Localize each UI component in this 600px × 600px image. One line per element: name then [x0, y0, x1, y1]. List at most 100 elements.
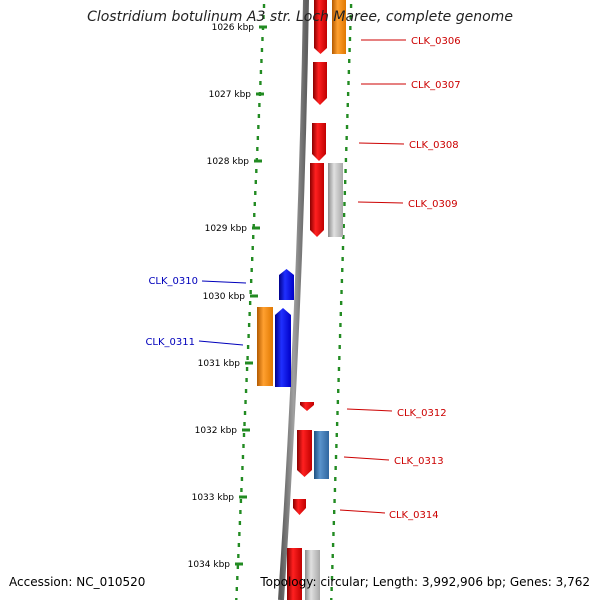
inner-guide-dot	[236, 565, 240, 569]
inner-guide-dot	[248, 301, 252, 305]
outer-guide-dot	[335, 444, 338, 448]
outer-guide-dot	[331, 554, 334, 558]
gene-label-leader	[346, 408, 393, 412]
track-guides	[235, 4, 353, 600]
inner-guide-dot	[242, 444, 245, 448]
outer-guide-dot	[331, 543, 335, 547]
inner-guide-dot	[257, 125, 260, 129]
inner-guide-dot	[240, 477, 244, 481]
inner-guide-dot	[248, 312, 251, 316]
gene-labels: CLK_0306 CLK_0307 CLK_0308 CLK_0309 CLK_0310…	[145, 36, 460, 521]
inner-guide-dot	[243, 411, 247, 415]
outer-guide-dot	[335, 422, 339, 426]
inner-guide-dot	[254, 191, 257, 195]
outer-guide-dot	[343, 202, 346, 206]
gene-feature-0311-neighbor	[257, 307, 273, 386]
outer-guide-dot	[344, 169, 347, 173]
inner-guide-dot	[251, 246, 254, 250]
inner-guide-dot	[245, 378, 248, 382]
inner-guide-dot	[252, 235, 255, 239]
ruler-label: 1026 kbp	[212, 23, 255, 33]
outer-guide-dot	[334, 455, 338, 459]
gene-label: CLK_0309	[408, 199, 458, 210]
ruler-tick	[242, 428, 250, 432]
outer-guide-dot	[332, 521, 336, 525]
gene-label-leader	[357, 201, 404, 204]
inner-guide-dot	[254, 180, 257, 184]
inner-guide-dot	[236, 576, 239, 580]
outer-guide-dot	[333, 488, 337, 492]
outer-guide-dot	[345, 136, 348, 140]
ruler-tick	[254, 159, 262, 163]
inner-guide-dot	[256, 147, 259, 151]
inner-guide-dot	[238, 521, 242, 525]
outer-guide-dot	[348, 48, 351, 52]
inner-guide-dot	[258, 103, 261, 107]
outer-guide-dot	[330, 576, 334, 580]
inner-guide-dot	[262, 15, 265, 19]
outer-guide-dot	[330, 587, 333, 591]
gene-label: CLK_0310	[148, 276, 198, 287]
outer-guide-dot	[339, 312, 342, 316]
outer-guide-dot	[338, 334, 342, 338]
outer-guide-dot	[337, 367, 341, 371]
ruler-tick	[235, 562, 243, 566]
inner-guide-dot	[259, 70, 263, 74]
inner-guide-dot	[250, 268, 253, 272]
inner-guide-dot	[246, 356, 249, 360]
gene-feature-0312	[300, 402, 314, 411]
ruler-tick	[256, 92, 264, 96]
inner-guide-dot	[235, 587, 239, 591]
outer-guide-dot	[343, 191, 347, 195]
gene-feature-0306	[314, 0, 327, 54]
gene-label-leader	[358, 142, 405, 145]
outer-guide-dot	[335, 433, 338, 437]
outer-guide-dot	[341, 257, 344, 261]
gene-feature-0314	[293, 499, 306, 515]
gene-feature-0309	[310, 163, 324, 237]
outer-guide-dot	[342, 213, 346, 217]
inner-guide-dot	[256, 136, 260, 140]
gene-feature-0315-neighbor	[305, 550, 320, 600]
outer-guide-dot	[346, 103, 349, 107]
outer-guide-dot	[344, 180, 347, 184]
outer-guide-dot	[340, 290, 343, 294]
inner-guide-dot	[247, 334, 250, 338]
inner-guide-dot	[262, 4, 266, 8]
gene-label: CLK_0311	[145, 337, 195, 348]
inner-guide-dot	[238, 532, 241, 536]
outer-guide-dot	[347, 81, 350, 85]
outer-guide-dot	[346, 92, 350, 96]
outer-guide-dot	[347, 70, 351, 74]
ruler-tick	[252, 226, 260, 230]
outer-guide-dot	[337, 378, 340, 382]
ruler-label: 1034 kbp	[188, 560, 231, 570]
outer-guide-dot	[333, 499, 336, 503]
inner-guide-dot	[246, 345, 250, 349]
outer-guide-dot	[334, 466, 337, 470]
ruler-tick	[250, 294, 258, 298]
gene-feature-0310	[279, 269, 294, 300]
genome-backbone	[278, 0, 309, 600]
gene-feature-0308	[312, 123, 326, 161]
outer-guide-dot	[348, 37, 352, 41]
outer-guide-dot	[349, 15, 352, 19]
gene-label-leader	[201, 280, 247, 284]
gene-feature-0309-neighbor	[328, 163, 343, 237]
gene-label: CLK_0307	[411, 80, 461, 91]
outer-guide-dot	[338, 356, 341, 360]
outer-guide-dot	[340, 279, 344, 283]
inner-guide-dot	[259, 81, 262, 85]
outer-guide-dot	[341, 246, 345, 250]
inner-guide-dot	[253, 213, 256, 217]
gene-feature-0311	[275, 308, 291, 387]
outer-guide-dot	[333, 510, 336, 514]
outer-guide-dot	[344, 158, 348, 162]
inner-guide-dot	[245, 367, 249, 371]
inner-guide-dot	[240, 488, 243, 492]
ruler-tick	[239, 495, 247, 499]
position-ruler: 1026 kbp 1027 kbp 1028 kbp 1029 kbp 1030 kbp…	[188, 23, 267, 570]
gene-features	[257, 0, 346, 600]
inner-guide-dot	[249, 279, 253, 283]
